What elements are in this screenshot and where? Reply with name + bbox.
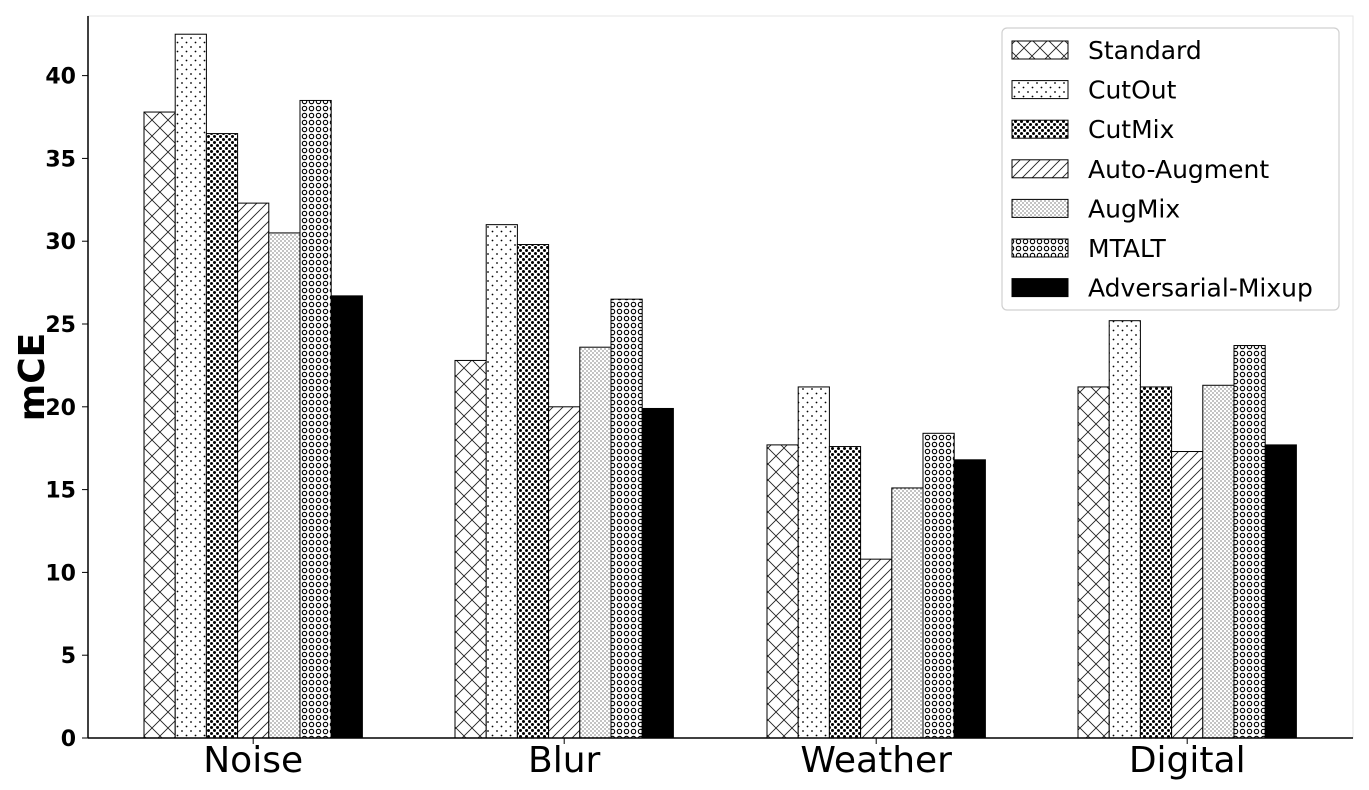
y-axis-label: mCE: [12, 333, 53, 422]
legend-swatch-cutout: [1011, 80, 1069, 100]
y-axis: 0 5 10 15 20 25 30 35 40: [45, 16, 89, 752]
bar-augmix-weather: [891, 487, 924, 739]
x-tick-label-digital: Digital: [1129, 740, 1246, 781]
bar-standard-blur: [454, 359, 487, 739]
bar-standard-weather: [766, 444, 799, 739]
bar-auto-augment-blur: [548, 406, 581, 739]
y-tick-label: 25: [45, 313, 76, 338]
y-tick-label: 10: [45, 561, 76, 586]
bar-cutout-noise: [174, 33, 207, 739]
legend: Standard CutOut CutMix Auto-Augment AugMix MT…: [1001, 27, 1340, 311]
legend-swatch-auto-augment: [1011, 159, 1069, 179]
bar-cutout-blur: [485, 224, 518, 739]
x-tick-label-noise: Noise: [203, 740, 303, 781]
legend-swatch-cutmix: [1011, 119, 1069, 139]
legend-label: CutMix: [1088, 115, 1174, 144]
legend-swatch-adversarial-mixup: [1011, 278, 1069, 298]
bar-standard-digital: [1077, 386, 1110, 739]
bar-augmix-digital: [1202, 384, 1235, 739]
legend-swatch-augmix: [1011, 198, 1069, 218]
legend-label: Adversarial-Mixup: [1088, 274, 1313, 303]
y-tick-label: 5: [61, 644, 76, 669]
bar-cutmix-noise: [205, 133, 239, 739]
bar-augmix-noise: [268, 232, 301, 739]
legend-frame: [1001, 27, 1340, 311]
bar-cutout-weather: [797, 386, 830, 739]
legend-label: AugMix: [1088, 194, 1180, 223]
y-tick-label: 20: [45, 396, 76, 421]
bar-mtalt-blur: [610, 298, 643, 739]
y-tick-label: 15: [45, 479, 76, 504]
y-tick-label: 30: [45, 230, 76, 255]
bar-auto-augment-noise: [237, 202, 270, 739]
x-axis: Noise Blur Weather Digital: [88, 737, 1353, 781]
bar-mtalt-digital: [1233, 345, 1266, 739]
bar-auto-augment-weather: [860, 558, 893, 739]
y-tick-label: 0: [61, 727, 76, 752]
x-tick-label-blur: Blur: [528, 740, 601, 781]
legend-label: Standard: [1088, 36, 1202, 65]
bar-cutout-digital: [1108, 320, 1141, 739]
legend-swatch-standard: [1011, 40, 1069, 60]
y-tick-label: 35: [45, 147, 76, 172]
bar-cutmix-digital: [1139, 386, 1173, 739]
legend-label: Auto-Augment: [1088, 155, 1269, 184]
bar-adversarial-mixup-weather: [953, 459, 986, 739]
bar-mtalt-noise: [299, 99, 332, 739]
legend-swatch-mtalt: [1011, 238, 1069, 258]
bar-adversarial-mixup-digital: [1264, 444, 1297, 739]
y-tick-label: 40: [45, 65, 76, 90]
bar-auto-augment-digital: [1171, 451, 1204, 739]
bar-cutmix-blur: [516, 244, 550, 739]
x-tick-label-weather: Weather: [800, 740, 952, 781]
bar-mtalt-weather: [922, 432, 955, 739]
legend-label: MTALT: [1088, 234, 1166, 263]
bar-standard-noise: [143, 111, 176, 739]
bar-cutmix-weather: [828, 446, 862, 739]
bar-adversarial-mixup-blur: [641, 407, 674, 739]
bar-adversarial-mixup-noise: [330, 295, 363, 739]
legend-label: CutOut: [1088, 76, 1177, 105]
bar-augmix-blur: [579, 346, 612, 739]
